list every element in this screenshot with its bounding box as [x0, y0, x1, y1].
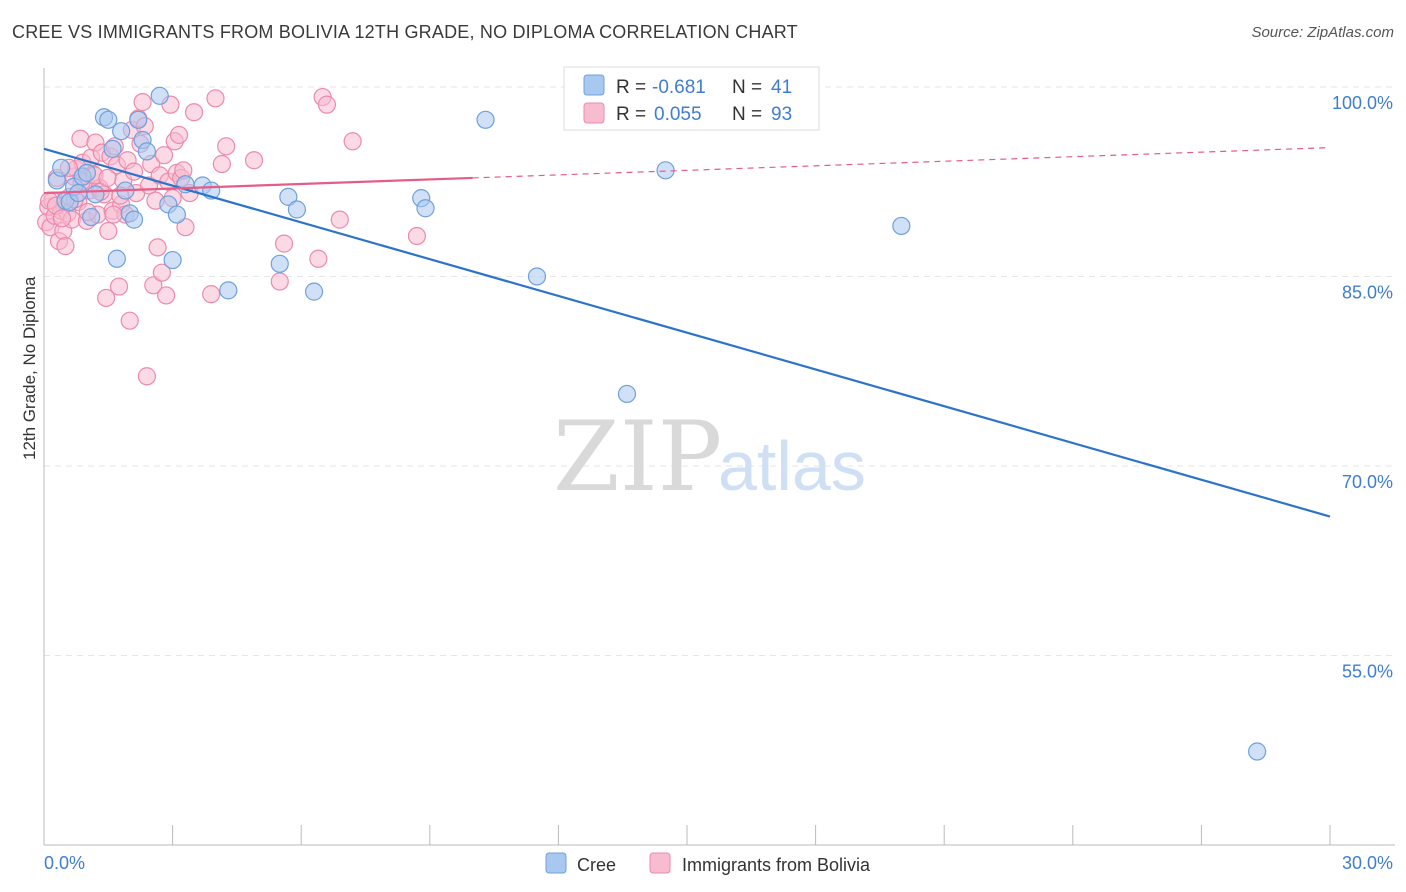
- bolivia-point: [56, 237, 75, 256]
- x-tick-label: 30.0%: [1342, 853, 1393, 873]
- bolivia-point: [104, 205, 123, 224]
- y-tick-label: 85.0%: [1342, 282, 1393, 302]
- y-tick-labels: 100.0% 85.0% 70.0% 55.0%: [1332, 93, 1393, 682]
- x-tick-labels: 0.0% 30.0%: [44, 853, 1393, 873]
- cree-trend-line: [43, 147, 1331, 518]
- cree-point: [137, 142, 156, 161]
- cree-point: [287, 200, 307, 219]
- cree-n-value: 41: [771, 77, 792, 98]
- cree-point: [304, 282, 324, 301]
- legend-bolivia-swatch: [649, 852, 671, 874]
- bolivia-points: [37, 87, 427, 386]
- cree-point: [124, 210, 144, 229]
- bolivia-point: [317, 95, 337, 114]
- bolivia-point: [274, 234, 294, 253]
- bolivia-point: [176, 218, 195, 237]
- bolivia-r-value: 0.055: [654, 104, 702, 125]
- bolivia-point: [157, 286, 176, 305]
- bolivia-point: [212, 154, 231, 174]
- y-tick-label: 55.0%: [1342, 661, 1393, 681]
- cree-point: [82, 207, 101, 227]
- stats-legend-box: [563, 66, 820, 131]
- bolivia-point: [270, 272, 289, 291]
- bolivia-point: [148, 238, 167, 257]
- legend-bolivia-label: Immigrants from Bolivia: [682, 855, 871, 875]
- cree-point: [112, 122, 131, 141]
- cree-r-label: R =: [616, 77, 646, 98]
- bolivia-point: [109, 277, 129, 296]
- legend-cree-label: Cree: [577, 855, 616, 875]
- watermark: ZIP atlas: [553, 401, 866, 513]
- bolivia-point: [144, 276, 163, 295]
- cree-point: [892, 216, 911, 236]
- series-legend: Cree Immigrants from Bolivia: [545, 852, 871, 875]
- y-tick-label: 70.0%: [1342, 472, 1393, 492]
- y-tick-label: 100.0%: [1332, 93, 1393, 113]
- watermark-zip: ZIP: [553, 401, 722, 513]
- bolivia-point: [309, 249, 328, 268]
- bolivia-n-value: 93: [771, 104, 792, 125]
- cree-point: [86, 185, 105, 204]
- bolivia-point: [99, 221, 118, 241]
- cree-point: [617, 384, 637, 404]
- cree-n-label: N =: [732, 77, 762, 98]
- cree-point: [107, 249, 126, 268]
- x-tick-label: 0.0%: [44, 853, 85, 873]
- cree-point: [129, 110, 148, 129]
- bolivia-point: [120, 311, 139, 330]
- bolivia-point: [217, 137, 236, 156]
- cree-point: [103, 139, 122, 158]
- cree-point: [270, 254, 289, 273]
- bolivia-point: [124, 162, 144, 181]
- cree-point: [279, 187, 298, 206]
- trend-lines: [43, 146, 1331, 518]
- axes: [43, 68, 1395, 846]
- source-label: Source: ZipAtlas.com: [1251, 24, 1394, 41]
- bolivia-point: [330, 210, 349, 229]
- bolivia-n-label: N =: [732, 104, 762, 125]
- watermark-atlas: atlas: [718, 427, 866, 505]
- bolivia-point: [133, 93, 152, 112]
- bolivia-trend-line-dashed: [472, 146, 1331, 179]
- bolivia-point: [137, 367, 156, 386]
- grid-lines: [44, 86, 1395, 656]
- cree-swatch: [583, 74, 605, 96]
- legend-cree-swatch: [545, 852, 567, 874]
- bolivia-point: [154, 146, 174, 165]
- bolivia-point: [52, 209, 72, 228]
- cree-point: [167, 205, 186, 224]
- cree-point: [99, 110, 118, 129]
- cree-point: [150, 86, 169, 105]
- cree-r-value: -0.681: [652, 77, 706, 98]
- bolivia-swatch: [583, 102, 605, 124]
- cree-points: [47, 86, 1267, 761]
- bolivia-point: [98, 168, 117, 188]
- bolivia-trend-line: [43, 176, 473, 195]
- cree-point: [52, 158, 71, 177]
- cree-point: [163, 250, 182, 270]
- bolivia-point: [244, 151, 264, 170]
- chart-title: CREE VS IMMIGRANTS FROM BOLIVIA 12TH GRA…: [12, 22, 798, 42]
- cree-point: [416, 199, 435, 218]
- bolivia-point: [407, 226, 427, 246]
- cree-point: [77, 163, 96, 182]
- bolivia-point: [343, 132, 362, 151]
- cree-point: [219, 281, 238, 300]
- bolivia-point: [71, 129, 90, 148]
- cree-point: [527, 267, 547, 286]
- stats-legend: R = -0.681 N = 41 R = 0.055 N = 93: [563, 66, 820, 131]
- cree-point: [1248, 742, 1267, 761]
- bolivia-r-label: R =: [616, 104, 646, 125]
- bolivia-point: [184, 103, 204, 122]
- bolivia-point: [152, 263, 171, 282]
- cree-point: [476, 110, 495, 129]
- bolivia-point: [97, 288, 116, 308]
- bolivia-point: [169, 125, 189, 145]
- bolivia-point: [206, 89, 225, 108]
- bolivia-point: [202, 285, 221, 304]
